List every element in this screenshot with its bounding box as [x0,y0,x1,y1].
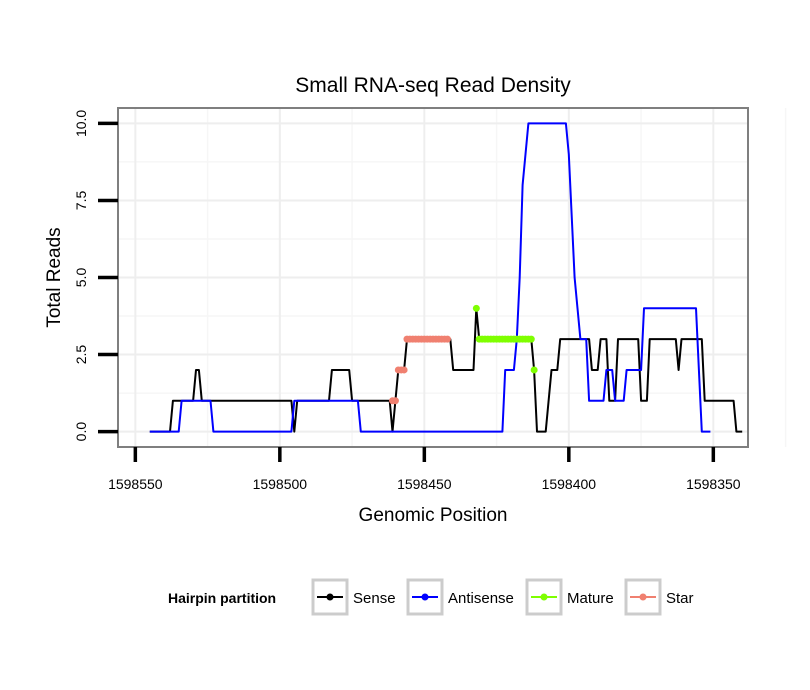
legend-key-point [540,593,548,601]
data-point-star [443,335,451,343]
legend-key-point [421,593,429,601]
x-tick-label: 1598500 [253,476,308,492]
data-point-mature [472,304,480,312]
y-axis: 0.0 2.5 5.0 7.5 10.0 [73,110,118,442]
series-line-antisense [149,122,711,433]
legend-label-antisense: Antisense [448,590,514,607]
legend-label-sense: Sense [353,590,396,607]
series-layer [149,122,743,433]
y-tick-label: 2.5 [73,345,89,365]
legend-label-mature: Mature [567,590,614,607]
x-axis: 1598550 1598500 1598450 1598400 1598350 [108,447,741,492]
y-tick-label: 5.0 [73,268,89,288]
x-axis-label: Genomic Position [359,505,508,526]
chart-title: Small RNA-seq Read Density [295,74,571,97]
y-axis-label: Total Reads [44,227,65,327]
data-point-mature [530,366,538,374]
data-point-mature [527,335,535,343]
x-tick-label: 1598400 [542,476,597,492]
x-tick-label: 1598550 [108,476,163,492]
grid-lines [118,108,787,447]
data-point-star [391,397,399,405]
series-line-sense [149,307,743,433]
legend: Hairpin partition Sense Antisense Mature St… [168,578,694,616]
x-tick-label: 1598450 [397,476,452,492]
legend-key-point [639,593,647,601]
legend-key-point [326,593,334,601]
y-tick-label: 7.5 [73,191,89,211]
legend-label-star: Star [666,590,694,607]
y-tick-label: 10.0 [73,110,89,137]
y-tick-label: 0.0 [73,422,89,442]
x-tick-label: 1598350 [686,476,741,492]
legend-title: Hairpin partition [168,590,276,606]
data-point-star [400,366,408,374]
